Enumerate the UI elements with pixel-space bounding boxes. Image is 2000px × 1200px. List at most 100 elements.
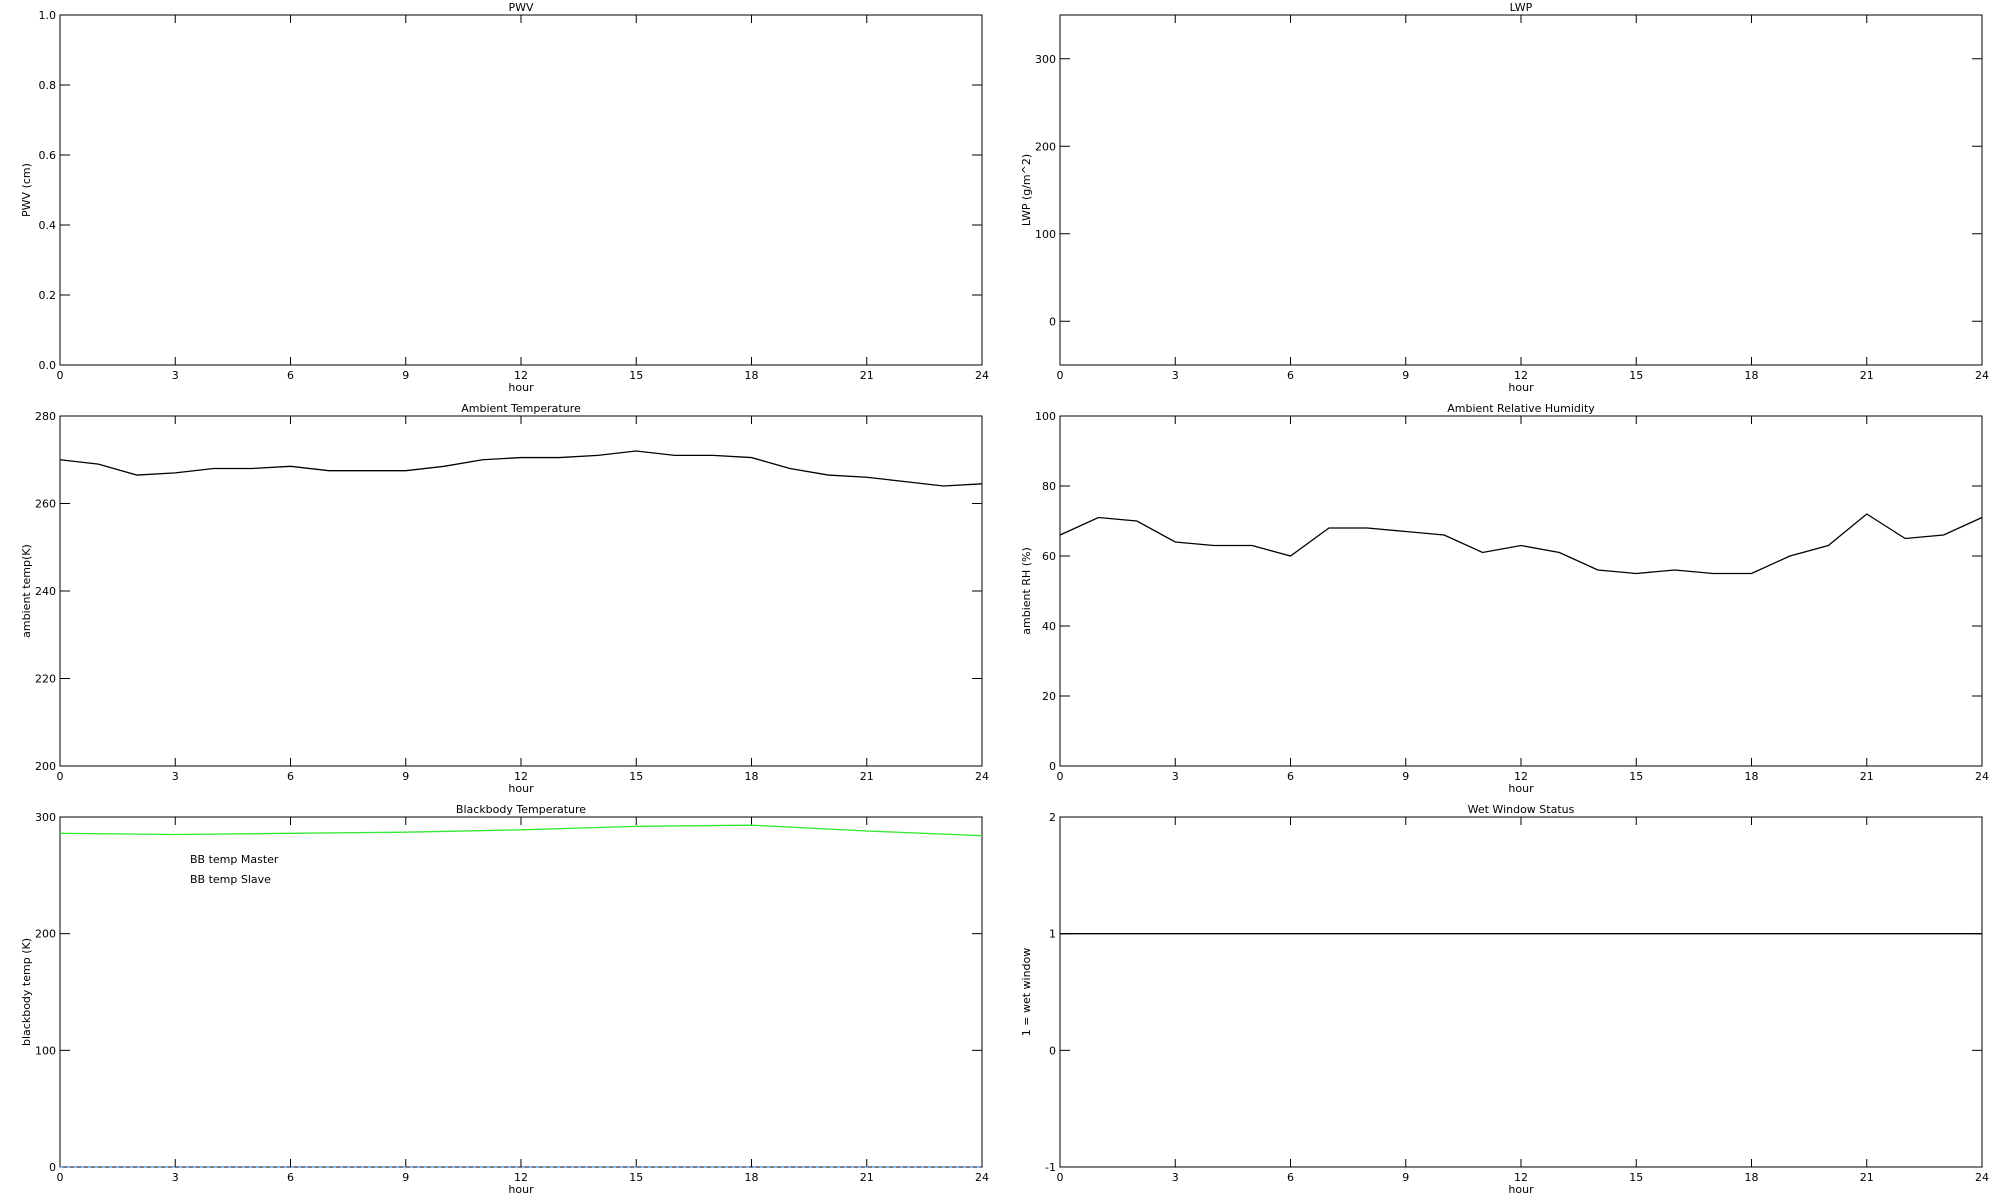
x-tick-label: 3 (1172, 369, 1179, 382)
y-tick-label: 100 (35, 1044, 56, 1057)
x-tick-label: 12 (1514, 1171, 1528, 1184)
x-tick-label: 9 (402, 770, 409, 783)
y-axis-label: ambient temp(K) (20, 544, 33, 638)
x-tick-label: 18 (745, 369, 759, 382)
y-tick-label: 300 (35, 811, 56, 824)
y-tick-label: 200 (1035, 140, 1056, 153)
panel: LWP hour LWP (g/m^2) 0 3 6 9 12 15 18 21 24 0 100 200 3… (1020, 1, 1989, 394)
x-tick-label: 15 (629, 770, 643, 783)
x-axis-label: hour (1508, 1183, 1534, 1196)
x-tick-label: 6 (287, 1171, 294, 1184)
x-tick-label: 15 (1629, 1171, 1643, 1184)
x-tick-label: 21 (860, 1171, 874, 1184)
panel: Ambient Relative Humidity hour ambient RH … (1020, 402, 1989, 795)
data-line (1059, 513, 1983, 575)
x-axis-label: hour (508, 782, 534, 795)
plot-frame (59, 816, 983, 1168)
y-tick-label: 100 (1035, 410, 1056, 423)
x-tick-label: 9 (1402, 369, 1409, 382)
x-tick-label: 21 (1860, 770, 1874, 783)
plot-frame (59, 415, 983, 767)
y-tick-label: 1.0 (39, 9, 57, 22)
x-tick-label: 15 (1629, 369, 1643, 382)
y-tick-label: 20 (1042, 690, 1056, 703)
y-tick-label: 0.4 (39, 219, 57, 232)
x-tick-label: 0 (1057, 369, 1064, 382)
y-axis-label: PWV (cm) (20, 163, 33, 217)
legend-entry: BB temp Slave (190, 873, 271, 886)
y-axis-label: blackbody temp (K) (20, 938, 33, 1046)
panel-title: LWP (1510, 1, 1533, 14)
plot-frame (1059, 415, 1983, 767)
x-tick-label: 6 (287, 369, 294, 382)
panel-title: Ambient Relative Humidity (1447, 402, 1595, 415)
x-tick-label: 9 (1402, 770, 1409, 783)
y-tick-label: 80 (1042, 480, 1056, 493)
y-tick-label: 1 (1049, 928, 1056, 941)
x-tick-label: 6 (1287, 369, 1294, 382)
x-tick-label: 3 (1172, 770, 1179, 783)
x-tick-label: 24 (1975, 770, 1989, 783)
x-tick-label: 0 (1057, 770, 1064, 783)
x-tick-label: 6 (1287, 1171, 1294, 1184)
x-tick-label: 9 (402, 1171, 409, 1184)
y-tick-label: 0.6 (39, 149, 57, 162)
x-tick-label: 21 (860, 369, 874, 382)
x-axis-label: hour (1508, 381, 1534, 394)
plot-frame (1059, 14, 1983, 366)
x-tick-label: 12 (514, 770, 528, 783)
y-tick-label: 100 (1035, 228, 1056, 241)
x-tick-label: 18 (1745, 770, 1759, 783)
y-tick-label: 0 (1049, 315, 1056, 328)
x-axis-label: hour (508, 1183, 534, 1196)
x-tick-label: 18 (1745, 369, 1759, 382)
y-tick-label: 220 (35, 673, 56, 686)
panel-title: Ambient Temperature (461, 402, 581, 415)
panel: Wet Window Status hour 1 = wet window 0 3 6 9 1… (1020, 803, 1989, 1196)
x-tick-label: 18 (1745, 1171, 1759, 1184)
y-tick-label: 200 (35, 760, 56, 773)
y-axis-label: ambient RH (%) (1020, 547, 1033, 635)
y-axis-label: 1 = wet window (1020, 948, 1033, 1037)
y-tick-label: 0.0 (39, 359, 57, 372)
plot-frame (1059, 816, 1983, 1168)
data-line (59, 450, 983, 487)
x-tick-label: 24 (975, 369, 989, 382)
panel-title: PWV (508, 1, 534, 14)
y-tick-label: 260 (35, 498, 56, 511)
panel-title: Blackbody Temperature (456, 803, 586, 816)
y-tick-label: 300 (1035, 53, 1056, 66)
y-tick-label: 240 (35, 585, 56, 598)
y-tick-label: 0.8 (39, 79, 57, 92)
y-tick-label: 200 (35, 928, 56, 941)
x-tick-label: 21 (860, 770, 874, 783)
x-tick-label: 3 (172, 770, 179, 783)
y-tick-label: 40 (1042, 620, 1056, 633)
x-tick-label: 21 (1860, 369, 1874, 382)
y-tick-label: 0 (49, 1161, 56, 1174)
y-tick-label: 280 (35, 410, 56, 423)
x-tick-label: 15 (629, 1171, 643, 1184)
x-tick-label: 12 (514, 1171, 528, 1184)
y-tick-label: 60 (1042, 550, 1056, 563)
x-tick-label: 24 (1975, 369, 1989, 382)
y-tick-label: 0 (1049, 1044, 1056, 1057)
x-axis-label: hour (1508, 782, 1534, 795)
y-tick-label: -1 (1045, 1161, 1056, 1174)
x-tick-label: 0 (1057, 1171, 1064, 1184)
legend-entry: BB temp Master (190, 853, 279, 866)
x-tick-label: 12 (1514, 369, 1528, 382)
x-tick-label: 15 (1629, 770, 1643, 783)
x-tick-label: 9 (402, 369, 409, 382)
y-tick-label: 2 (1049, 811, 1056, 824)
x-tick-label: 18 (745, 1171, 759, 1184)
x-tick-label: 6 (287, 770, 294, 783)
panel-title: Wet Window Status (1468, 803, 1575, 816)
data-line (59, 824, 983, 837)
x-tick-label: 3 (172, 1171, 179, 1184)
plot-frame (59, 14, 983, 366)
x-tick-label: 0 (57, 770, 64, 783)
panel: Ambient Temperature hour ambient temp(K) 0 3… (20, 402, 989, 795)
x-tick-label: 24 (975, 770, 989, 783)
